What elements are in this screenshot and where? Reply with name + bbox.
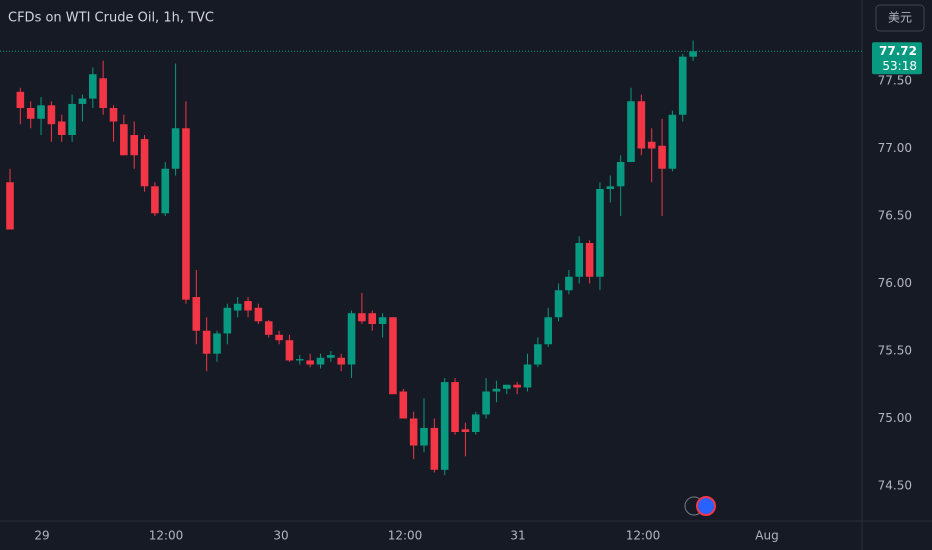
candle-body: [161, 168, 170, 214]
x-tick-label: 12:00: [626, 529, 661, 543]
candle-body: [68, 103, 76, 135]
event-icons[interactable]: [684, 496, 716, 516]
candle-body: [658, 145, 666, 169]
candle-body: [451, 382, 459, 432]
candle-body: [565, 276, 573, 291]
candle-body: [409, 418, 418, 446]
candle-body: [99, 78, 107, 108]
candle-body: [482, 391, 490, 415]
last-price-box: [872, 42, 922, 75]
candle-body: [399, 391, 408, 419]
candle-body: [89, 74, 97, 99]
y-tick-label: 75.00: [878, 411, 912, 425]
candle-body: [596, 189, 604, 277]
currency-button[interactable]: [875, 4, 925, 32]
candle-body: [606, 186, 615, 189]
candle-body: [47, 105, 56, 125]
candle-body: [337, 357, 345, 365]
x-tick-label: 12:00: [149, 529, 184, 543]
candle-body: [585, 243, 594, 277]
candle-body: [678, 56, 687, 115]
x-tick-label: 31: [510, 529, 525, 543]
y-tick-label: 74.50: [878, 479, 912, 493]
candle-body: [513, 384, 521, 388]
candle-body: [637, 101, 646, 149]
x-tick-label: Aug: [755, 529, 778, 543]
candle-body: [327, 355, 335, 358]
candle-body: [244, 301, 252, 311]
candle-body: [347, 313, 356, 365]
candle-body: [430, 427, 439, 470]
y-tick-label: 76.50: [878, 209, 912, 223]
candle-body: [358, 313, 366, 322]
candle-body: [120, 124, 128, 156]
candle-body: [213, 333, 221, 354]
candle-body: [16, 91, 25, 108]
candle-body: [471, 414, 480, 432]
candle-body: [316, 357, 325, 365]
x-tick-label: 30: [273, 529, 288, 543]
candle-body: [296, 359, 304, 361]
candle-body: [554, 290, 563, 318]
candle-body: [616, 162, 625, 187]
candle-body: [389, 317, 397, 395]
chart-title: CFDs on WTI Crude Oil, 1h, TVC: [8, 11, 214, 26]
event-icon[interactable]: [696, 496, 716, 516]
candle-body: [461, 429, 470, 432]
x-tick-label: 29: [34, 529, 49, 543]
candle-body: [223, 307, 232, 334]
candle-body: [264, 321, 273, 335]
y-tick-label: 75.50: [878, 344, 912, 358]
x-tick-label: 12:00: [388, 529, 423, 543]
candle-body: [192, 297, 201, 331]
candle-body: [202, 330, 211, 354]
countdown-label: 53:18: [882, 59, 917, 73]
candle-body: [368, 313, 377, 324]
candle-body: [306, 360, 314, 365]
candle-body: [182, 128, 190, 300]
candle-body: [285, 340, 294, 361]
candle-body: [275, 334, 283, 341]
candle-body: [140, 139, 149, 187]
candle-body: [171, 128, 180, 169]
candle-body: [109, 108, 118, 122]
candle-body: [37, 105, 45, 119]
candle-body: [254, 307, 263, 322]
y-tick-label: 77.00: [878, 141, 912, 155]
candle-body: [378, 317, 387, 324]
candle-body: [647, 141, 656, 149]
candle-body: [233, 303, 242, 311]
last-price-label: 77.72: [879, 44, 917, 58]
currency-label[interactable]: 美元: [888, 11, 912, 25]
candle-body: [627, 101, 635, 162]
y-tick-label: 76.00: [878, 276, 912, 290]
candle-body: [6, 182, 14, 230]
y-tick-label: 77.50: [878, 74, 912, 88]
candle-body: [440, 382, 449, 470]
candle-body: [689, 51, 697, 57]
candle-body: [26, 108, 35, 119]
candle-body: [130, 135, 138, 156]
candle-body: [78, 98, 87, 104]
candle-body: [668, 114, 677, 169]
candle-body: [151, 186, 159, 214]
candle-body: [523, 364, 532, 388]
candle-body: [544, 317, 552, 345]
candle-body: [492, 388, 501, 392]
candle-body: [534, 344, 542, 365]
candle-body: [575, 243, 584, 277]
candle-body: [420, 427, 428, 446]
candle-body: [57, 121, 66, 135]
candle-body: [503, 384, 511, 389]
